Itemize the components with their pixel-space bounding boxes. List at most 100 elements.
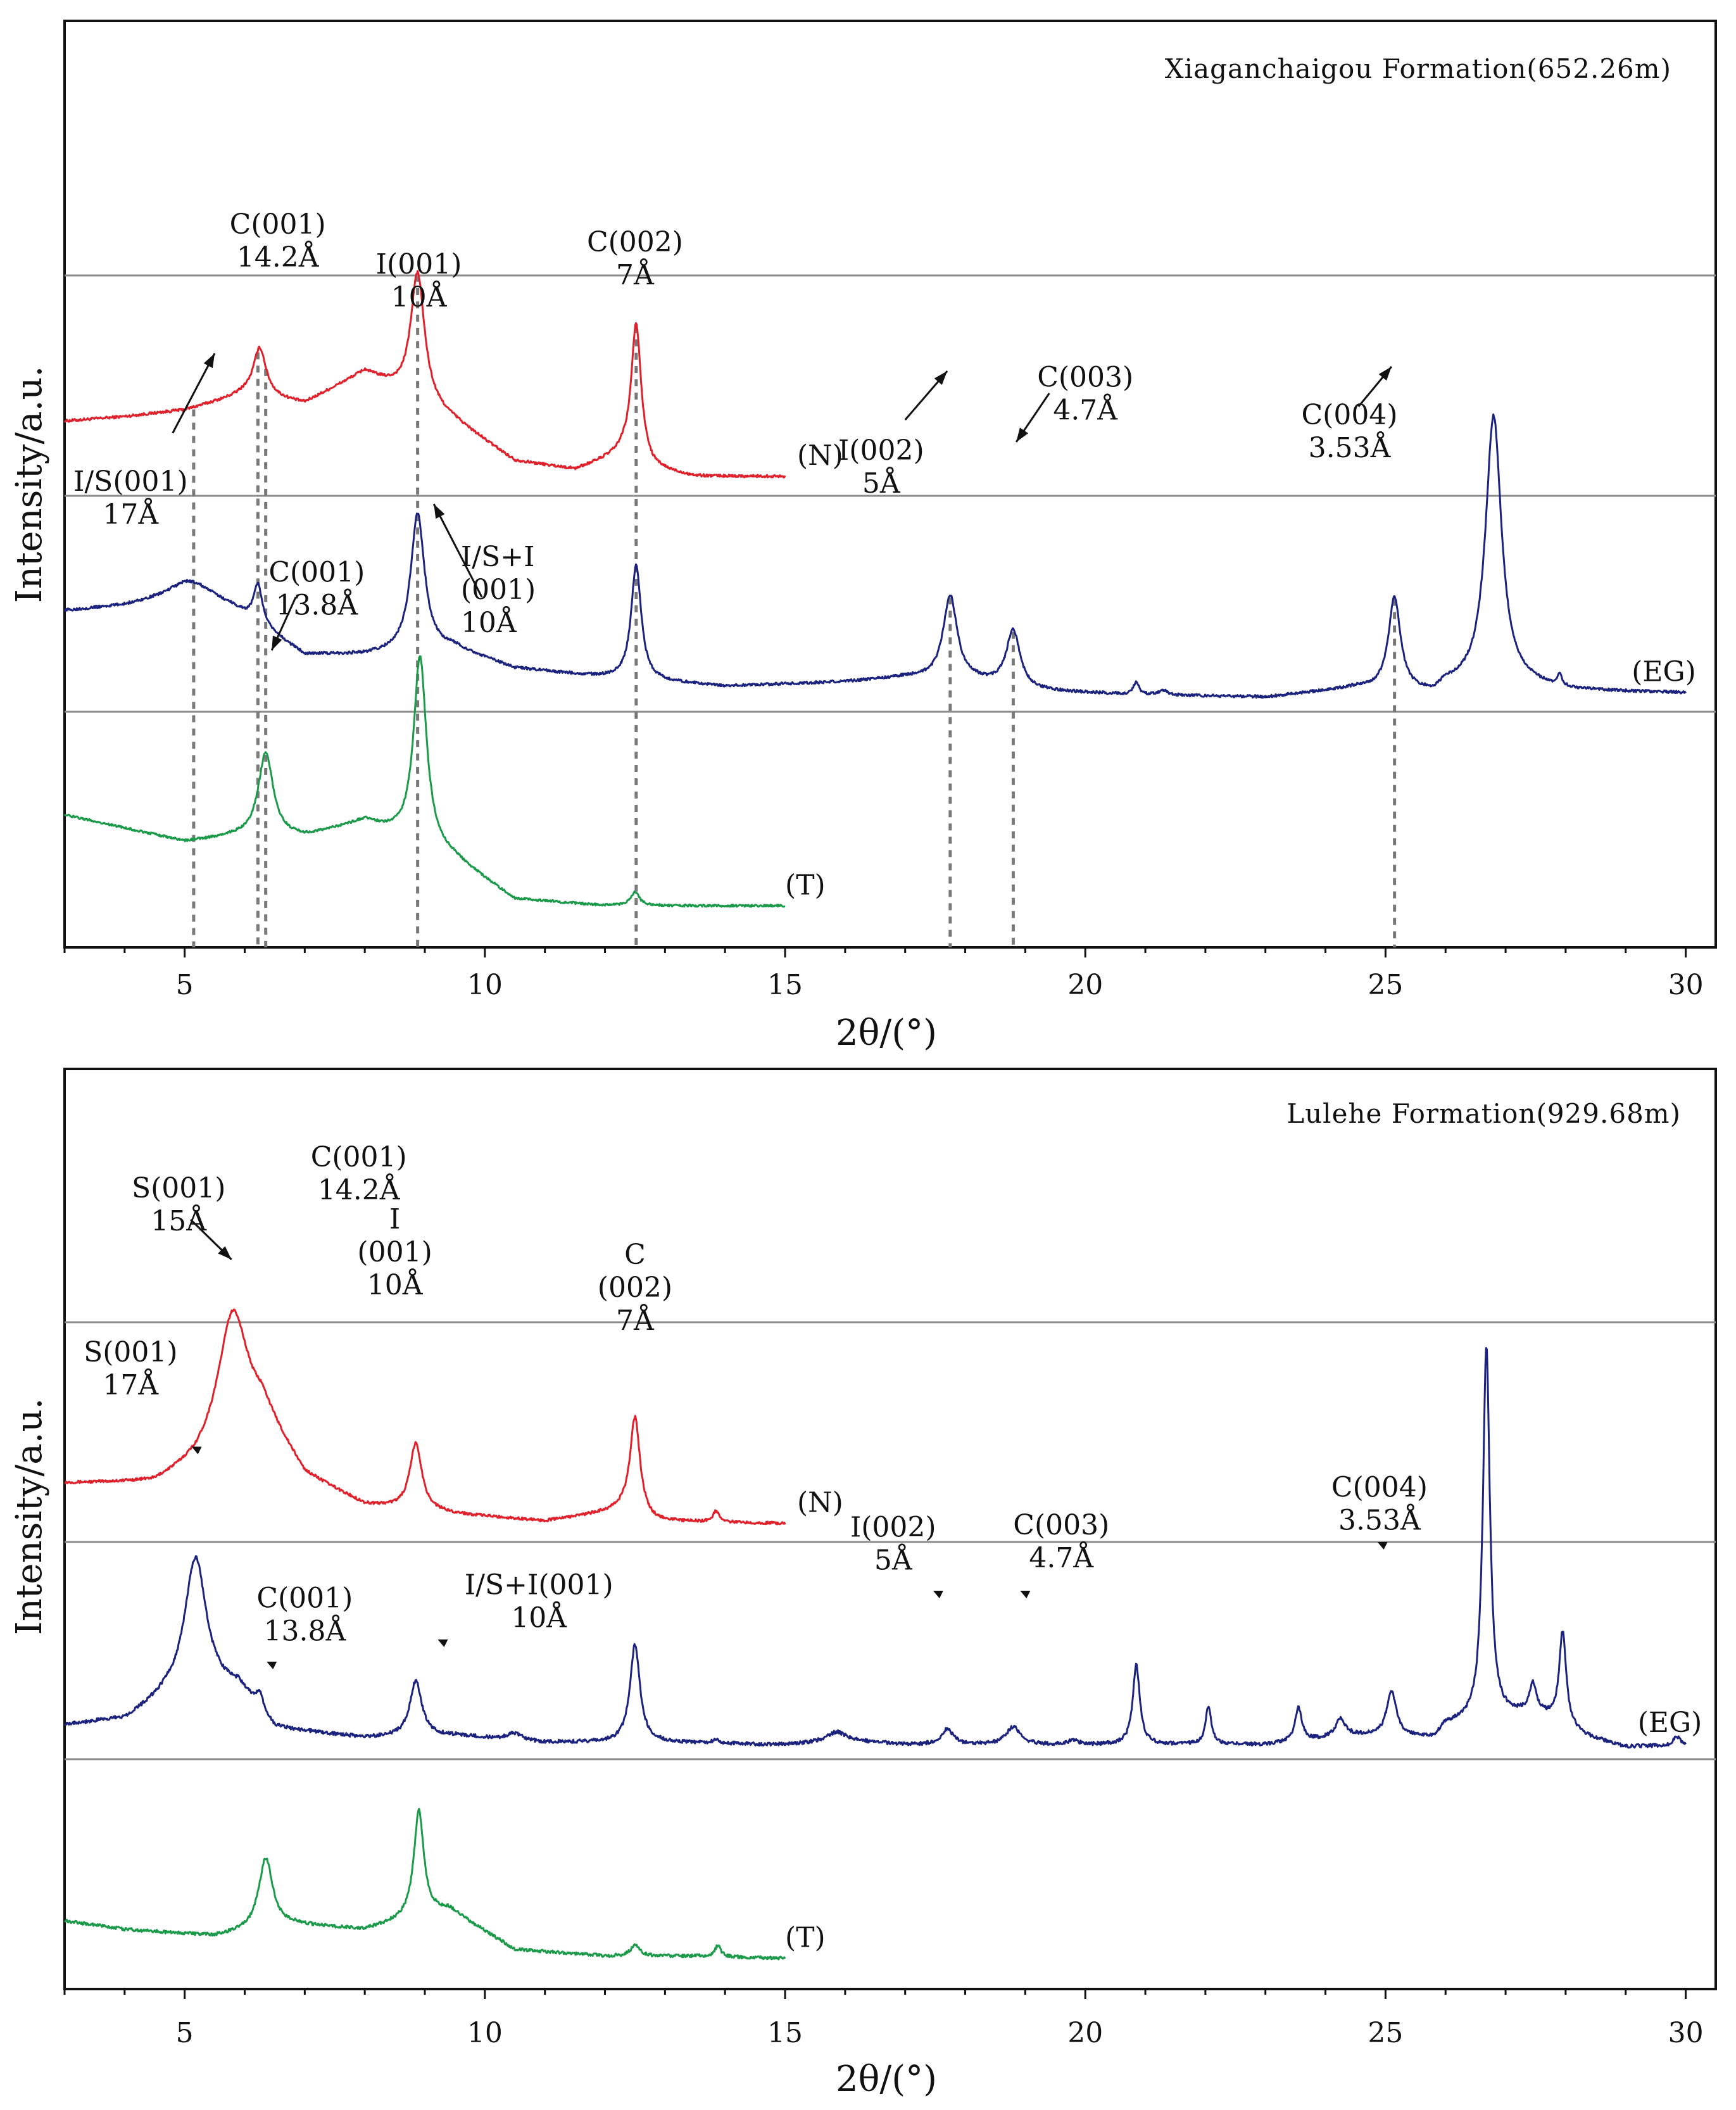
annotation-line: C(001) (256, 1583, 353, 1615)
annotation-line: 10Å (461, 605, 517, 639)
curve-label-t: (T) (785, 869, 826, 901)
panel-lulehe: Lulehe Formation(929.68m) Intensity/a.u.… (9, 1068, 1717, 2100)
annotation-label: C(004) 3.53Å (1331, 1472, 1428, 1537)
x-tick-label: 25 (1368, 969, 1403, 1001)
peak-annotation: I/S(001) 17Å (73, 353, 216, 531)
annotation-label: C(002)7Å (587, 226, 683, 291)
annotation-line: 10Å (391, 280, 448, 313)
annotation-line: C(003) (1037, 362, 1133, 394)
traces: (N) (EG) (T) (63, 1308, 1702, 1961)
annotation-line: I (389, 1203, 400, 1235)
x-tick-label: 5 (176, 2017, 194, 2049)
annotation-label: I(001)10Å (376, 248, 462, 313)
peak-annotation: S(001) 17Å (84, 1336, 202, 1455)
peak-annotation: C(001) 13.8Å (256, 1583, 353, 1669)
x-tick-label: 15 (767, 969, 803, 1001)
curve-label-eg: (EG) (1638, 1707, 1702, 1739)
trace-n (64, 1308, 786, 1526)
annotation-label: I(002) 5Å (850, 1512, 936, 1577)
x-tick-label: 20 (1067, 969, 1103, 1001)
annotation-arrowhead (1016, 427, 1029, 442)
annotation-label: C(001) 14.2Å (230, 208, 326, 274)
annotation-label: C(004) 3.53Å (1302, 399, 1398, 464)
annotation-line: 14.2Å (237, 240, 320, 274)
annotation-label: S(001) 15Å (132, 1172, 225, 1237)
peak-annotation: I(002) 5Å (838, 370, 948, 500)
annotation-line: 13.8Å (263, 1614, 346, 1648)
annotation-line: 5Å (874, 1543, 913, 1577)
x-axis-label: 2θ/(°) (836, 2059, 937, 2100)
annotation-label: C(003) 4.7Å (1037, 362, 1133, 427)
y-axis-label: Intensity/a.u. (9, 1398, 50, 1636)
trace-eg (63, 413, 1687, 699)
annotation-line: C(001) (230, 208, 326, 241)
annotation-line: C (624, 1239, 646, 1271)
annotation-arrowhead (203, 353, 215, 369)
peak-annotation: C(004) 3.53Å (1331, 1472, 1428, 1550)
x-ticks: 5 10 15 20 25 30 (63, 1989, 1704, 2049)
peak-annotation: C(004) 3.53Å (1302, 366, 1398, 464)
curve-label-n: (N) (797, 439, 843, 472)
annotation-line: C(001) (311, 1141, 407, 1173)
x-tick-label: 15 (767, 2017, 803, 2049)
annotation-arrowhead (934, 371, 948, 385)
annotation-label: I(001)10Å (357, 1203, 432, 1301)
annotation-line: I(002) (850, 1512, 936, 1544)
annotation-label: C(002)7Å (598, 1239, 672, 1337)
annotation-line: C(001) (268, 557, 365, 589)
peak-annotation: I(001)10Å (357, 1203, 432, 1301)
annotation-line: 3.53Å (1338, 1503, 1421, 1537)
traces: (N) (EG) (T) (63, 270, 1696, 908)
annotation-label: C(001) 13.8Å (256, 1583, 353, 1648)
annotation-label: I/S+I(001)10Å (465, 1569, 613, 1634)
peak-marker (437, 1639, 448, 1647)
annotation-label: I(002) 5Å (838, 434, 924, 500)
x-tick-label: 30 (1668, 969, 1704, 1001)
annotation-arrow-line (432, 503, 483, 598)
annotation-line: I(002) (838, 434, 924, 467)
x-ticks: 5 10 15 20 25 30 (63, 947, 1704, 1001)
annotation-arrowhead (272, 635, 282, 650)
panel-xiaganchaigou: Xiaganchaigou Formation(652.26m) Intensi… (9, 20, 1717, 1054)
annotation-line: 15Å (151, 1204, 207, 1237)
peak-marker (191, 1446, 202, 1455)
annotation-line: 5Å (862, 466, 901, 500)
annotation-label: I/S+I(001)10Å (461, 541, 536, 639)
annotation-line: 10Å (511, 1601, 567, 1634)
x-tick-label: 25 (1368, 2017, 1403, 2049)
x-tick-label: 30 (1668, 2017, 1704, 2049)
curve-label-n: (N) (797, 1486, 843, 1519)
annotation-label: C(003) 4.7Å (1013, 1509, 1109, 1574)
annotation-line: 13.8Å (275, 588, 358, 622)
peak-annotation: I(002) 5Å (850, 1512, 943, 1598)
panel-title: Xiaganchaigou Formation(652.26m) (1165, 53, 1671, 84)
annotation-line: I(001) (376, 248, 462, 281)
reference-lines (192, 274, 1397, 947)
annotation-line: I/S(001) (73, 465, 188, 498)
peak-annotation: S(001) 15Å (132, 1172, 232, 1261)
x-tick-label: 10 (467, 2017, 503, 2049)
annotation-label: C(001) 14.2Å (311, 1141, 407, 1206)
panel-title: Lulehe Formation(929.68m) (1286, 1098, 1681, 1129)
annotation-line: 17Å (103, 1368, 159, 1401)
annotation-line: C(002) (587, 226, 683, 258)
peak-annotation: I/S+I(001)10Å (432, 503, 536, 639)
annotation-line: 14.2Å (318, 1173, 401, 1206)
annotation-line: C(004) (1331, 1472, 1428, 1504)
annotation-arrowhead (218, 1246, 232, 1260)
annotation-line: 3.53Å (1309, 431, 1392, 464)
peak-marker (1020, 1591, 1031, 1598)
x-axis-label: 2θ/(°) (836, 1013, 937, 1054)
annotation-line: I/S+I(001) (465, 1569, 613, 1601)
annotation-line: 17Å (103, 497, 159, 531)
annotation-arrowhead (434, 504, 445, 519)
x-tick-label: 10 (467, 969, 503, 1001)
trace-eg (63, 1347, 1687, 1749)
peak-annotation: C(001) 13.8Å (268, 557, 365, 651)
plot-frame (63, 1068, 1717, 1990)
annotation-label: C(001) 13.8Å (268, 557, 365, 622)
x-tick-label: 5 (176, 969, 194, 1001)
